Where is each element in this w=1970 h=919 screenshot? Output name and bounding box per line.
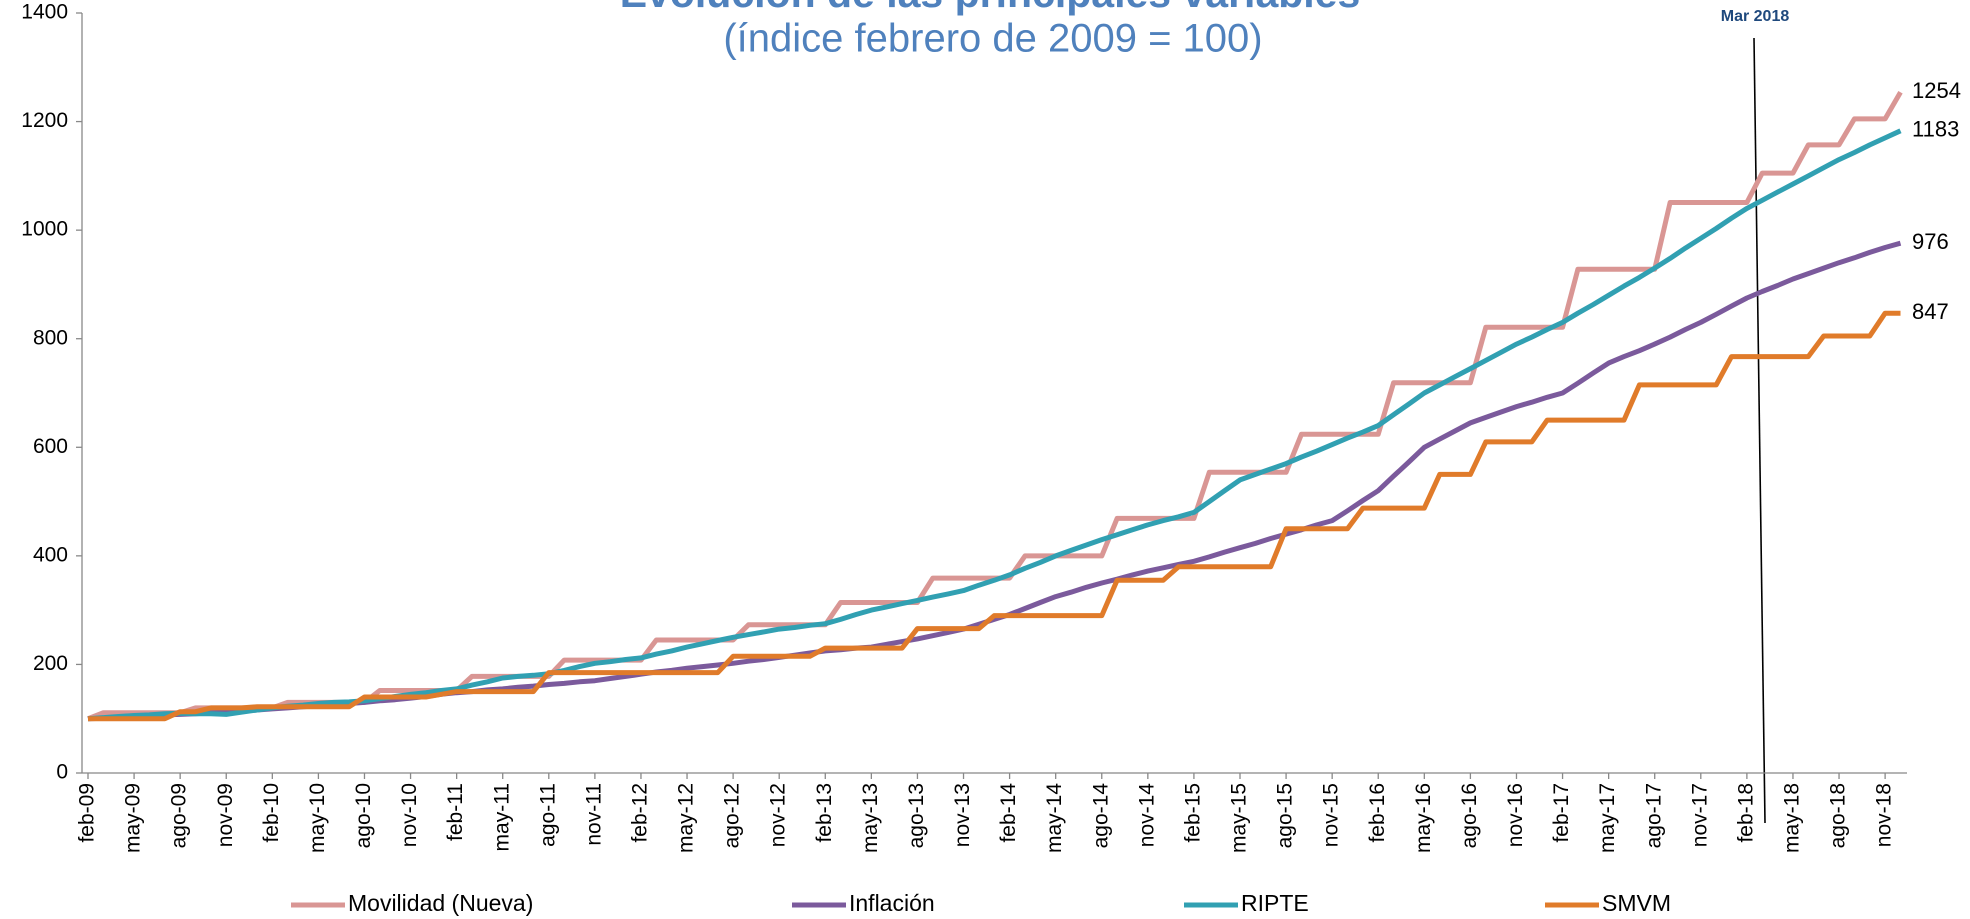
- x-tick-label: ago-13: [905, 783, 928, 848]
- x-tick-label: nov-12: [767, 783, 790, 847]
- x-tick-label: nov-16: [1504, 783, 1527, 847]
- x-tick-label: ago-12: [721, 783, 744, 848]
- x-tick-label: ago-11: [536, 783, 559, 847]
- end-label: 1183: [1912, 117, 1959, 142]
- x-tick-label: may-13: [859, 783, 882, 853]
- legend-label: RIPTE: [1241, 890, 1309, 916]
- x-tick-label: nov-17: [1688, 783, 1711, 847]
- annotation-line: [1753, 37, 1766, 824]
- x-tick-label: feb-14: [997, 783, 1020, 843]
- x-tick-label: ago-09: [168, 783, 191, 848]
- x-tick-label: nov-13: [951, 783, 974, 847]
- end-label: 1254: [1912, 78, 1961, 103]
- x-tick-label: may-11: [490, 783, 513, 851]
- chart-title: Evolución de las principales variables: [620, 0, 1361, 16]
- y-tick-label: 800: [33, 326, 68, 349]
- x-tick-label: may-14: [1043, 783, 1066, 853]
- x-tick-label: feb-09: [76, 783, 99, 843]
- x-tick-label: feb-15: [1181, 783, 1204, 843]
- x-tick-label: nov-15: [1320, 783, 1343, 847]
- x-tick-label: may-17: [1596, 783, 1619, 853]
- x-tick-label: ago-16: [1458, 783, 1481, 848]
- chart-subtitle: (índice febrero de 2009 = 100): [723, 17, 1262, 61]
- x-tick-label: ago-18: [1827, 783, 1850, 848]
- x-tick-label: feb-11: [444, 783, 467, 841]
- x-tick-label: may-09: [122, 783, 145, 853]
- legend-label: SMVM: [1602, 890, 1671, 916]
- x-tick-label: may-12: [675, 783, 698, 853]
- y-tick-label: 1400: [21, 1, 68, 24]
- y-tick-label: 1200: [21, 109, 68, 132]
- x-tick-label: nov-14: [1135, 783, 1158, 848]
- series-line: [88, 310, 1901, 722]
- x-tick-label: ago-15: [1274, 783, 1297, 848]
- y-tick-label: 200: [33, 652, 68, 675]
- y-tick-label: 1000: [21, 218, 68, 241]
- x-tick-label: feb-16: [1366, 783, 1389, 843]
- legend-label: Inflación: [849, 890, 935, 916]
- y-tick-label: 0: [56, 761, 68, 784]
- series-line: [87, 128, 1902, 722]
- x-tick-label: nov-09: [214, 783, 237, 847]
- y-tick-label: 600: [33, 435, 68, 458]
- x-tick-label: feb-10: [260, 783, 283, 843]
- x-tick-label: nov-10: [398, 783, 421, 847]
- end-label: 847: [1912, 299, 1949, 324]
- annotation: Mar 2018: [1721, 8, 1790, 25]
- legend-label: Movilidad (Nueva): [348, 890, 533, 916]
- x-tick-label: ago-17: [1642, 783, 1665, 848]
- end-label: 976: [1912, 229, 1949, 254]
- x-tick-label: feb-17: [1550, 783, 1573, 843]
- y-tick-label: 400: [33, 543, 68, 566]
- x-tick-label: feb-13: [813, 783, 836, 843]
- x-tick-label: nov-11: [582, 783, 605, 846]
- x-tick-label: may-16: [1412, 783, 1435, 853]
- x-tick-label: feb-18: [1734, 783, 1757, 843]
- x-tick-label: ago-10: [352, 783, 375, 848]
- x-tick-label: feb-12: [629, 783, 652, 843]
- x-tick-label: nov-18: [1873, 783, 1896, 847]
- x-tick-label: may-15: [1228, 783, 1251, 853]
- x-tick-label: ago-14: [1089, 783, 1112, 849]
- x-tick-label: may-10: [306, 783, 329, 853]
- series-line: [87, 240, 1902, 722]
- x-tick-label: may-18: [1781, 783, 1804, 853]
